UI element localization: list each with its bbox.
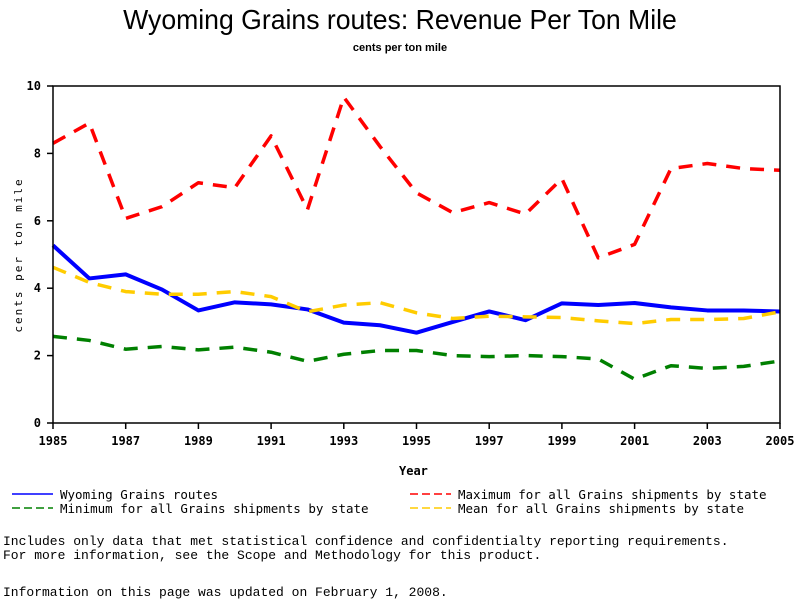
y-tick-label: 8 <box>34 146 41 160</box>
legend-item: Maximum for all Grains shipments by stat… <box>410 487 767 502</box>
y-tick-label: 4 <box>34 281 41 295</box>
x-tick-label: 2003 <box>693 434 722 448</box>
plot-frame <box>52 85 781 424</box>
legend-label: Maximum for all Grains shipments by stat… <box>458 487 767 502</box>
line-chart: 0 2 4 6 8 10 1985 1987 1989 1991 1993 1995 1997 1999 2… <box>12 79 795 516</box>
y-tick-label: 2 <box>34 349 41 363</box>
chart-title: Wyoming Grains routes: Revenue Per Ton M… <box>123 4 677 35</box>
x-tick-label: 2005 <box>766 434 795 448</box>
series-line-2 <box>52 334 781 381</box>
chart-subtitle: cents per ton mile <box>352 42 448 54</box>
footnote-methodology: For more information, see the Scope and … <box>3 548 542 563</box>
legend-item: Minimum for all Grains shipments by stat… <box>12 501 369 516</box>
x-tick-label: 1987 <box>111 434 140 448</box>
legend-label: Wyoming Grains routes <box>60 487 218 502</box>
series-line-3 <box>52 265 781 326</box>
x-tick-label: 1995 <box>402 434 431 448</box>
x-tick-label: 1999 <box>547 434 576 448</box>
y-axis-label: cents per ton mile <box>12 177 25 332</box>
legend-label: Mean for all Grains shipments by state <box>458 501 744 516</box>
x-tick-label: 1985 <box>39 434 68 448</box>
y-tick-label: 0 <box>34 416 41 430</box>
axes: 0 2 4 6 8 10 1985 1987 1989 1991 1993 1995 1997 1999 2… <box>27 79 795 448</box>
y-tick-label: 10 <box>27 79 41 93</box>
legend-item: Wyoming Grains routes <box>12 487 218 502</box>
x-tick-label: 1991 <box>257 434 286 448</box>
x-tick-label: 1993 <box>329 434 358 448</box>
footnote-confidence: Includes only data that met statistical … <box>3 534 729 549</box>
y-tick-label: 6 <box>34 214 41 228</box>
x-tick-label: 1997 <box>475 434 504 448</box>
footnote-updated: Information on this page was updated on … <box>3 585 448 600</box>
x-tick-label: 1989 <box>184 434 213 448</box>
legend-label: Minimum for all Grains shipments by stat… <box>60 501 369 516</box>
plot-area <box>51 95 781 381</box>
legend-item: Mean for all Grains shipments by state <box>410 501 744 516</box>
x-tick-label: 2001 <box>620 434 649 448</box>
series-line-1 <box>52 95 781 260</box>
legend: Wyoming Grains routes Maximum for all Gra… <box>12 487 767 516</box>
x-axis-label: Year <box>399 464 428 478</box>
